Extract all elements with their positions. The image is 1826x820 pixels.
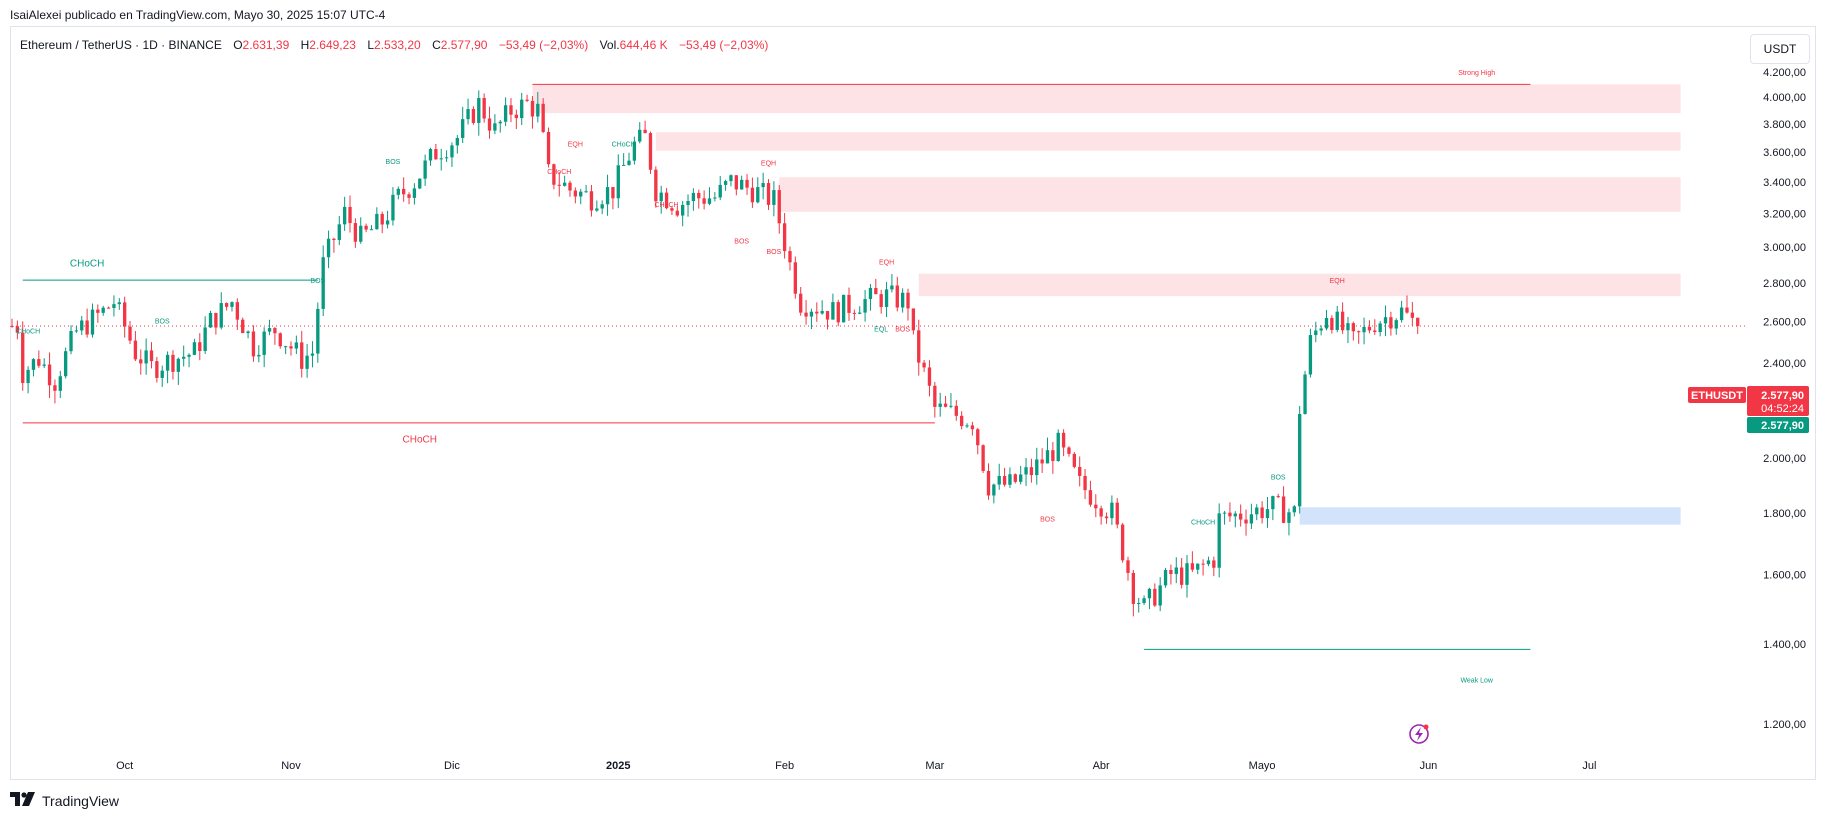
- publisher-line: IsaiAlexei publicado en TradingView.com,…: [10, 8, 386, 22]
- tradingview-logo-icon: [10, 792, 36, 809]
- volume-value: 644,46 K: [619, 38, 668, 52]
- high-label: H: [300, 38, 310, 52]
- close-label: C: [432, 38, 441, 52]
- low-value: 2.533,20: [374, 38, 421, 52]
- symbol-name[interactable]: Ethereum / TetherUS · 1D · BINANCE: [20, 38, 222, 52]
- footer-brand[interactable]: TradingView: [10, 792, 119, 809]
- open-label: O: [233, 38, 243, 52]
- open-value: 2.631,39: [242, 38, 290, 52]
- volume-label: Vol.: [599, 38, 620, 52]
- volume-change-value: −53,49 (−2,03%): [678, 38, 769, 52]
- brand-name: TradingView: [42, 792, 120, 809]
- symbol-legend: Ethereum / TetherUS · 1D · BINANCE O2.63…: [20, 38, 768, 52]
- chart-frame: [10, 26, 1816, 780]
- currency-button[interactable]: USDT: [1750, 34, 1810, 64]
- high-value: 2.649,23: [309, 38, 356, 52]
- low-label: L: [367, 38, 375, 52]
- close-value: 2.577,90: [440, 38, 488, 52]
- change-value: −53,49 (−2,03%): [498, 38, 589, 52]
